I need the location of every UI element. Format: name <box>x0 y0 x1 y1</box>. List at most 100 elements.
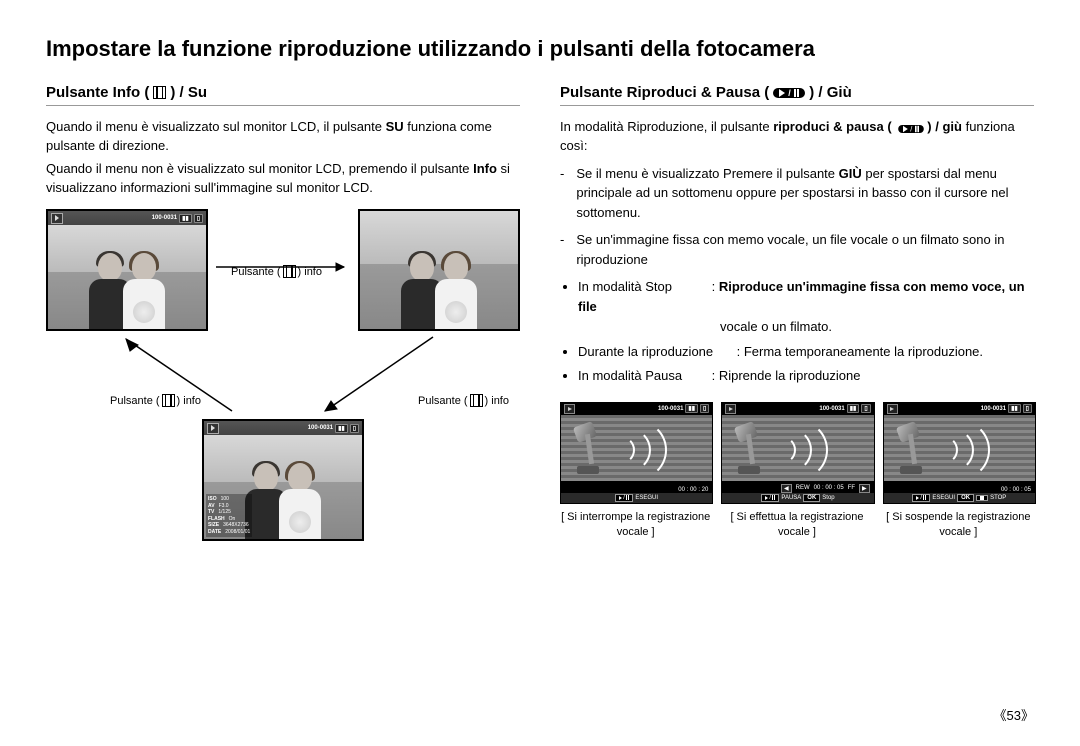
caption: [ Si effettua la registrazione vocale ] <box>721 510 872 540</box>
label-text: ) info <box>177 395 201 407</box>
right-column: Pulsante Riproduci & Pausa ( / ) / Giù I… <box>560 84 1034 589</box>
caption: [ Si interrompe la registrazione vocale … <box>560 510 711 540</box>
voice-memo-thumbnail: 100-0031▮▮▯ 00 : 00 : 20 / ESEGUI [ Si i… <box>560 402 711 540</box>
right-p1-c: ) / giù <box>927 119 962 134</box>
microphone-icon <box>730 422 766 474</box>
lcd-thumbnail-b <box>358 209 520 331</box>
diagram-label-ab: Pulsante ( ) info <box>231 265 322 278</box>
diagram-label-ca: Pulsante ( ) info <box>110 394 201 407</box>
left-p2-b: Info <box>473 161 497 176</box>
dash-text: Se un'immagine fissa con memo vocale, un… <box>576 230 1034 269</box>
left-column: Pulsante Info ( ) / Su Quando il menu è … <box>46 84 520 589</box>
bullet-lead: Durante la riproduzione <box>578 342 733 362</box>
battery-icon: ▮▮ <box>335 424 348 433</box>
left-body: Quando il menu è visualizzato sul monito… <box>46 118 520 197</box>
file-number: 100-0031 <box>981 406 1006 412</box>
left-title-prefix: Pulsante Info ( <box>46 84 149 101</box>
right-title-suffix: ) / Giù <box>809 84 852 101</box>
bullet-lead: In modalità Pausa <box>578 366 708 386</box>
voice-memo-thumbnail: 100-0031▮▮▯ ◀REW 00 : 00 : 05 FF▶ / <box>721 402 872 540</box>
playback-mode-icon <box>51 213 63 224</box>
play-pause-btn-ui: / <box>615 494 633 502</box>
info-icon <box>162 394 175 407</box>
lcd-diagram: 100-0031 ▮▮ ▯ <box>46 209 520 589</box>
battery-icon: ▮▮ <box>1008 404 1021 413</box>
label-text: Pulsante ( <box>110 395 160 407</box>
lcd-file-number: 100-0031 <box>308 425 333 431</box>
bullet-lead: In modalità Stop <box>578 277 708 297</box>
sep: : <box>708 368 719 383</box>
date-value: 2008/01/01 <box>225 529 250 536</box>
bullet-list: In modalità Stop : Riproduce un'immagine… <box>578 277 1034 386</box>
playback-mode-icon <box>207 423 219 434</box>
left-title-suffix: ) / Su <box>170 84 207 101</box>
label-text: ) info <box>485 395 509 407</box>
ok-label: OK <box>961 495 970 501</box>
list-item: In modalità Stop : Riproduce un'immagine… <box>578 277 1034 337</box>
playback-mode-icon <box>887 404 898 414</box>
play-pause-icon: / <box>898 125 924 133</box>
playback-mode-icon <box>725 404 736 414</box>
lcd-thumbnail-c: 100-0031 ▮▮ ▯ ISO100 AVF3.0 TV1/125 FLAS… <box>202 419 364 541</box>
card-icon: ▯ <box>350 424 359 433</box>
bullet-tail: vocale o un filmato. <box>720 319 832 334</box>
rew-label: REW <box>796 485 810 491</box>
lcd-thumbnail-a: 100-0031 ▮▮ ▯ <box>46 209 208 331</box>
main-title: Impostare la funzione riproduzione utili… <box>46 36 1034 62</box>
dash-marker: - <box>560 164 564 223</box>
info-icon <box>470 394 483 407</box>
btn-label: PAUSA <box>781 495 801 501</box>
ok-label: OK <box>807 495 816 501</box>
left-p1-a: Quando il menu è visualizzato sul monito… <box>46 119 386 134</box>
sep: : <box>733 344 744 359</box>
ff-label: FF <box>848 485 855 491</box>
left-p1-b: SU <box>386 119 404 134</box>
play-pause-btn-ui: / <box>761 494 779 502</box>
sep: : <box>708 279 719 294</box>
right-p1-a: In modalità Riproduzione, il pulsante <box>560 119 773 134</box>
ok-btn-ui: OK <box>803 494 820 502</box>
microphone-icon <box>892 422 928 474</box>
stop-btn-ui <box>976 495 988 501</box>
battery-icon: ▮▮ <box>179 214 192 223</box>
label-text: Pulsante ( <box>418 395 468 407</box>
battery-icon: ▮▮ <box>847 404 860 413</box>
card-icon: ▯ <box>700 404 709 413</box>
list-item: In modalità Pausa : Riprende la riproduz… <box>578 366 1034 386</box>
date-label: DATE <box>208 529 221 536</box>
rew-icon: ◀ <box>781 484 792 493</box>
list-item: Durante la riproduzione : Ferma temporan… <box>578 342 1034 362</box>
label-text: ) info <box>298 266 322 278</box>
left-section-title: Pulsante Info ( ) / Su <box>46 84 520 106</box>
play-pause-icon: / <box>773 88 805 98</box>
lcd-file-number: 100-0031 <box>152 215 177 221</box>
btn-label: ESEGUI <box>635 495 658 501</box>
time-counter: 00 : 00 : 05 <box>814 485 844 491</box>
page-number: 《53》 <box>994 705 1034 724</box>
file-number: 100-0031 <box>819 406 844 412</box>
voice-memo-thumbnail: 100-0031▮▮▯ 00 : 00 : 05 / ESEGUI OK <box>883 402 1034 540</box>
card-icon: ▯ <box>194 214 203 223</box>
bullet-text: Riprende la riproduzione <box>719 368 861 383</box>
text: Se il menu è visualizzato Premere il pul… <box>576 166 838 181</box>
dash-marker: - <box>560 230 564 269</box>
playback-mode-icon <box>564 404 575 414</box>
text-bold: GIÙ <box>839 166 862 181</box>
btn-label: STOP <box>990 495 1006 501</box>
card-icon: ▯ <box>861 404 870 413</box>
dash-list: - Se il menu è visualizzato Premere il p… <box>560 164 1034 270</box>
left-p2-a: Quando il menu non è visualizzato sul mo… <box>46 161 473 176</box>
btn-label: Stop <box>822 495 834 501</box>
info-icon <box>283 265 296 278</box>
bullet-text: Ferma temporaneamente la riproduzione. <box>744 344 983 359</box>
right-p1-b: riproduci & pausa ( <box>773 119 891 134</box>
microphone-icon <box>569 422 605 474</box>
info-icon <box>153 86 166 99</box>
label-text: Pulsante ( <box>231 266 281 278</box>
diagram-label-bc: Pulsante ( ) info <box>418 394 509 407</box>
right-section-title: Pulsante Riproduci & Pausa ( / ) / Giù <box>560 84 1034 106</box>
battery-icon: ▮▮ <box>685 404 698 413</box>
voice-memo-row: 100-0031▮▮▯ 00 : 00 : 20 / ESEGUI [ Si i… <box>560 402 1034 540</box>
right-body: In modalità Riproduzione, il pulsante ri… <box>560 118 1034 156</box>
btn-label: ESEGUI <box>932 495 955 501</box>
